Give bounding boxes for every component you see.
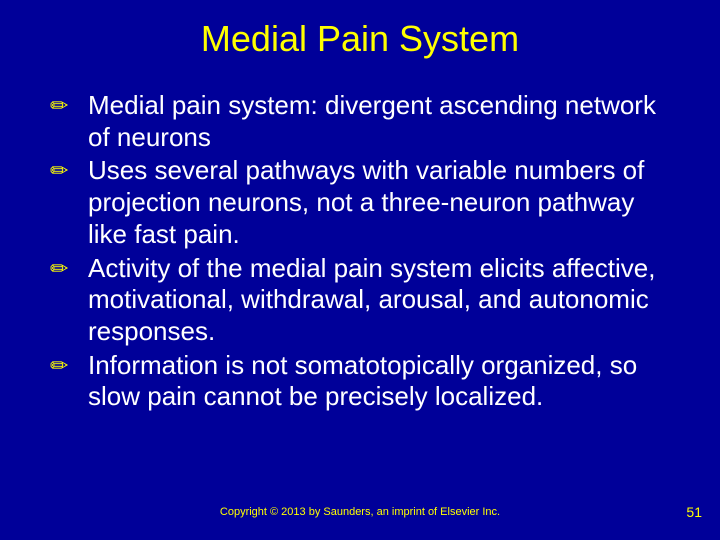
slide-title: Medial Pain System — [0, 0, 720, 70]
list-item: ✏ Activity of the medial pain system eli… — [50, 253, 680, 348]
list-item: ✏ Information is not somatotopically org… — [50, 350, 680, 413]
list-item: ✏ Uses several pathways with variable nu… — [50, 155, 680, 250]
pencil-icon: ✏ — [50, 350, 68, 382]
bullet-text: Activity of the medial pain system elici… — [88, 253, 655, 346]
bullet-text: Medial pain system: divergent ascending … — [88, 90, 656, 152]
list-item: ✏ Medial pain system: divergent ascendin… — [50, 90, 680, 153]
pencil-icon: ✏ — [50, 253, 68, 285]
bullet-list: ✏ Medial pain system: divergent ascendin… — [50, 90, 680, 413]
pencil-icon: ✏ — [50, 155, 68, 187]
bullet-text: Information is not somatotopically organ… — [88, 350, 637, 412]
slide: Medial Pain System ✏ Medial pain system:… — [0, 0, 720, 540]
pencil-icon: ✏ — [50, 90, 68, 122]
bullet-text: Uses several pathways with variable numb… — [88, 155, 644, 248]
page-number: 51 — [686, 504, 702, 520]
copyright-text: Copyright © 2013 by Saunders, an imprint… — [0, 506, 720, 518]
slide-body: ✏ Medial pain system: divergent ascendin… — [0, 70, 720, 413]
